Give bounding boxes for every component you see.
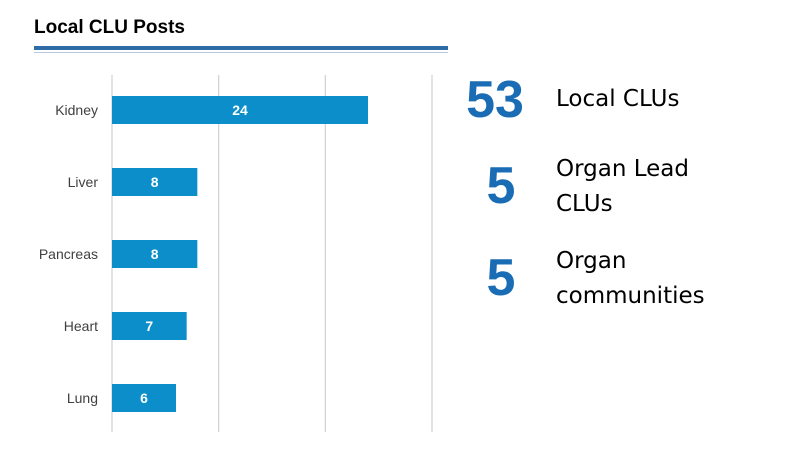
stat-label: Organ communities [556,244,705,314]
stat-label: Local CLUs [556,82,679,117]
bar [112,96,368,124]
title-underline [34,46,448,50]
stat-local-clus: 53 Local CLUs [462,72,679,126]
category-label: Kidney [55,102,98,118]
bar [112,240,198,268]
bar [112,312,187,340]
bar-value-label: 7 [145,318,153,334]
category-label: Lung [67,390,98,406]
stat-label-line: Organ Lead [556,156,689,182]
bar-value-label: 8 [151,246,159,262]
category-label: Liver [68,174,99,190]
stat-organ-communities: 5 Organ communities [462,244,705,314]
stat-number: 5 [486,249,516,307]
bar [112,384,176,412]
stat-label: Organ Lead CLUs [556,152,689,222]
bar-value-label: 8 [151,174,159,190]
category-label: Pancreas [39,246,98,262]
stat-organ-lead-clus: 5 Organ Lead CLUs [462,152,689,222]
stat-label-line: Local CLUs [556,86,680,112]
stat-label-line: CLUs [556,191,613,217]
bar-chart: Kidney 24 Liver 8 Pancreas 8 Heart 7 Lung 6 [39,75,433,432]
bar-value-label: 6 [140,390,148,406]
bar [112,168,198,196]
category-label: Heart [64,318,98,334]
bar-value-label: 24 [232,102,248,118]
stat-number: 53 [466,71,524,129]
stat-label-line: communities [556,283,705,309]
stat-label-line: Organ [556,248,627,274]
page-title: Local CLU Posts [34,17,185,38]
stat-number: 5 [486,157,516,215]
title-underline-shadow [34,52,448,53]
